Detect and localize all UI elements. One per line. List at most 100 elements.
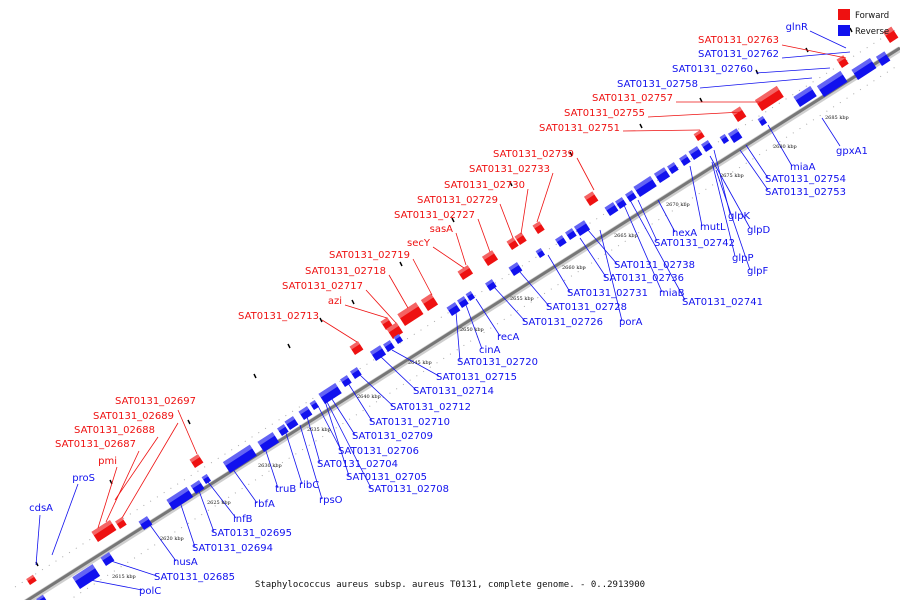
leader-line bbox=[344, 304, 388, 319]
leader-line bbox=[576, 157, 595, 191]
reverse-gene-block-shine bbox=[701, 140, 710, 148]
gene-label: SAT0131_02763 bbox=[698, 35, 779, 46]
reverse-gene-block-shine bbox=[277, 424, 286, 432]
reverse-gene-block bbox=[298, 406, 313, 420]
forward-gene-block-shine bbox=[457, 265, 470, 275]
gene-label: SAT0131_02689 bbox=[93, 411, 174, 422]
gene-label: SAT0131_02727 bbox=[394, 210, 475, 221]
gene-label: SAT0131_02714 bbox=[413, 386, 494, 397]
leader-line bbox=[107, 559, 158, 577]
tick-label: 2680 kbp bbox=[773, 144, 797, 150]
gene-label: pmi bbox=[98, 456, 117, 467]
reverse-gene-block-shine bbox=[138, 516, 149, 525]
leader-line bbox=[329, 395, 356, 436]
tick-label: 2650 kbp bbox=[460, 327, 484, 333]
track-dash bbox=[569, 151, 573, 157]
reverse-gene-block bbox=[201, 474, 212, 484]
gene-label: miaA bbox=[790, 162, 816, 173]
leader-line bbox=[781, 44, 847, 59]
reverse-gene-block bbox=[851, 57, 877, 81]
track-dash bbox=[399, 261, 403, 267]
leader-line bbox=[97, 466, 118, 529]
gene-label: rpsO bbox=[319, 495, 343, 506]
reverse-gene-block-shine bbox=[508, 262, 519, 271]
leader-line bbox=[809, 30, 847, 49]
forward-gene-block-shine bbox=[532, 221, 542, 229]
genes-layer bbox=[26, 26, 899, 600]
gene-label: ribC bbox=[299, 480, 319, 491]
leader-line bbox=[51, 483, 79, 556]
reverse-gene-block bbox=[615, 197, 627, 210]
gene-label: glnR bbox=[786, 22, 808, 33]
tick-label: 2665 kbp bbox=[614, 233, 638, 239]
gene-label: SAT0131_02697 bbox=[115, 396, 196, 407]
forward-gene-block-shine bbox=[754, 85, 780, 104]
reverse-gene-block bbox=[688, 146, 703, 160]
legend-reverse-swatch bbox=[838, 25, 850, 36]
gene-label: cdsA bbox=[29, 503, 53, 514]
gene-label: SAT0131_02688 bbox=[74, 425, 155, 436]
leader-line bbox=[149, 524, 177, 562]
reverse-gene-block bbox=[679, 154, 691, 166]
reverse-gene-block-shine bbox=[565, 228, 574, 236]
gene-label: polC bbox=[139, 586, 161, 597]
reverse-gene-block-shine bbox=[222, 444, 253, 466]
reverse-gene-block bbox=[465, 291, 476, 301]
tick-labels-layer: 2615 kbp 2620 kbp 2625 kbp 2630 kbp 2635 kbp… bbox=[112, 115, 849, 580]
tick-label: 2625 kbp bbox=[207, 500, 231, 506]
leader-line bbox=[455, 311, 461, 362]
gene-label: SAT0131_02717 bbox=[282, 281, 363, 292]
gene-label: SAT0131_02710 bbox=[369, 417, 450, 428]
gene-label: SAT0131_02719 bbox=[329, 250, 410, 261]
gene-label: SAT0131_02741 bbox=[682, 297, 763, 308]
reverse-gene-block bbox=[667, 162, 679, 174]
leader-line bbox=[475, 298, 501, 337]
reverse-gene-block bbox=[284, 416, 299, 430]
gene-label: SAT0131_02713 bbox=[238, 311, 319, 322]
forward-gene-block bbox=[754, 85, 784, 112]
leader-line bbox=[179, 501, 196, 548]
leader-line bbox=[579, 237, 607, 278]
reverse-gene-block bbox=[166, 486, 194, 510]
gene-label: SAT0131_02694 bbox=[192, 543, 273, 554]
leader-line bbox=[711, 161, 736, 257]
reverse-gene-block bbox=[393, 334, 404, 344]
tick-label: 2655 kbp bbox=[510, 296, 534, 302]
forward-gene-block-shine bbox=[380, 317, 390, 325]
reverse-gene-block bbox=[654, 167, 671, 183]
leader-line bbox=[739, 149, 769, 191]
reverse-gene-block-shine bbox=[688, 146, 699, 155]
track-dash bbox=[253, 373, 257, 379]
leader-line bbox=[299, 424, 323, 500]
forward-gene-block bbox=[457, 265, 474, 280]
reverse-gene-block bbox=[757, 116, 768, 126]
gene-label: SAT0131_02718 bbox=[305, 266, 386, 277]
gene-label: mutL bbox=[700, 222, 726, 233]
reverse-gene-block-shine bbox=[370, 345, 383, 356]
track-dash bbox=[699, 97, 703, 103]
leader-line bbox=[388, 274, 409, 309]
reverse-gene-block bbox=[701, 140, 713, 153]
gene-label: SAT0131_02685 bbox=[154, 572, 235, 583]
leader-line bbox=[321, 319, 358, 343]
reverse-gene-block-shine bbox=[201, 474, 209, 480]
gene-label: proS bbox=[72, 473, 95, 484]
gene-label: SAT0131_02695 bbox=[211, 528, 292, 539]
forward-gene-block-shine bbox=[397, 302, 419, 319]
reverse-gene-block bbox=[350, 367, 362, 379]
reverse-gene-block-shine bbox=[457, 296, 466, 304]
reverse-gene-block bbox=[100, 552, 115, 567]
tick-label: 2630 kbp bbox=[258, 463, 282, 469]
gene-label: glpF bbox=[747, 266, 768, 277]
track-dash bbox=[351, 299, 355, 305]
forward-gene-block-shine bbox=[189, 454, 200, 463]
forward-gene-block-shine bbox=[584, 191, 595, 201]
leader-line bbox=[520, 188, 529, 235]
forward-gene-block-shine bbox=[349, 341, 360, 350]
reverse-gene-block-shine bbox=[284, 416, 295, 425]
backbone-layer bbox=[14, 27, 900, 600]
reverse-gene-block bbox=[446, 302, 461, 316]
tick-label: 2670 kbp bbox=[666, 202, 690, 208]
leader-line bbox=[121, 422, 179, 519]
